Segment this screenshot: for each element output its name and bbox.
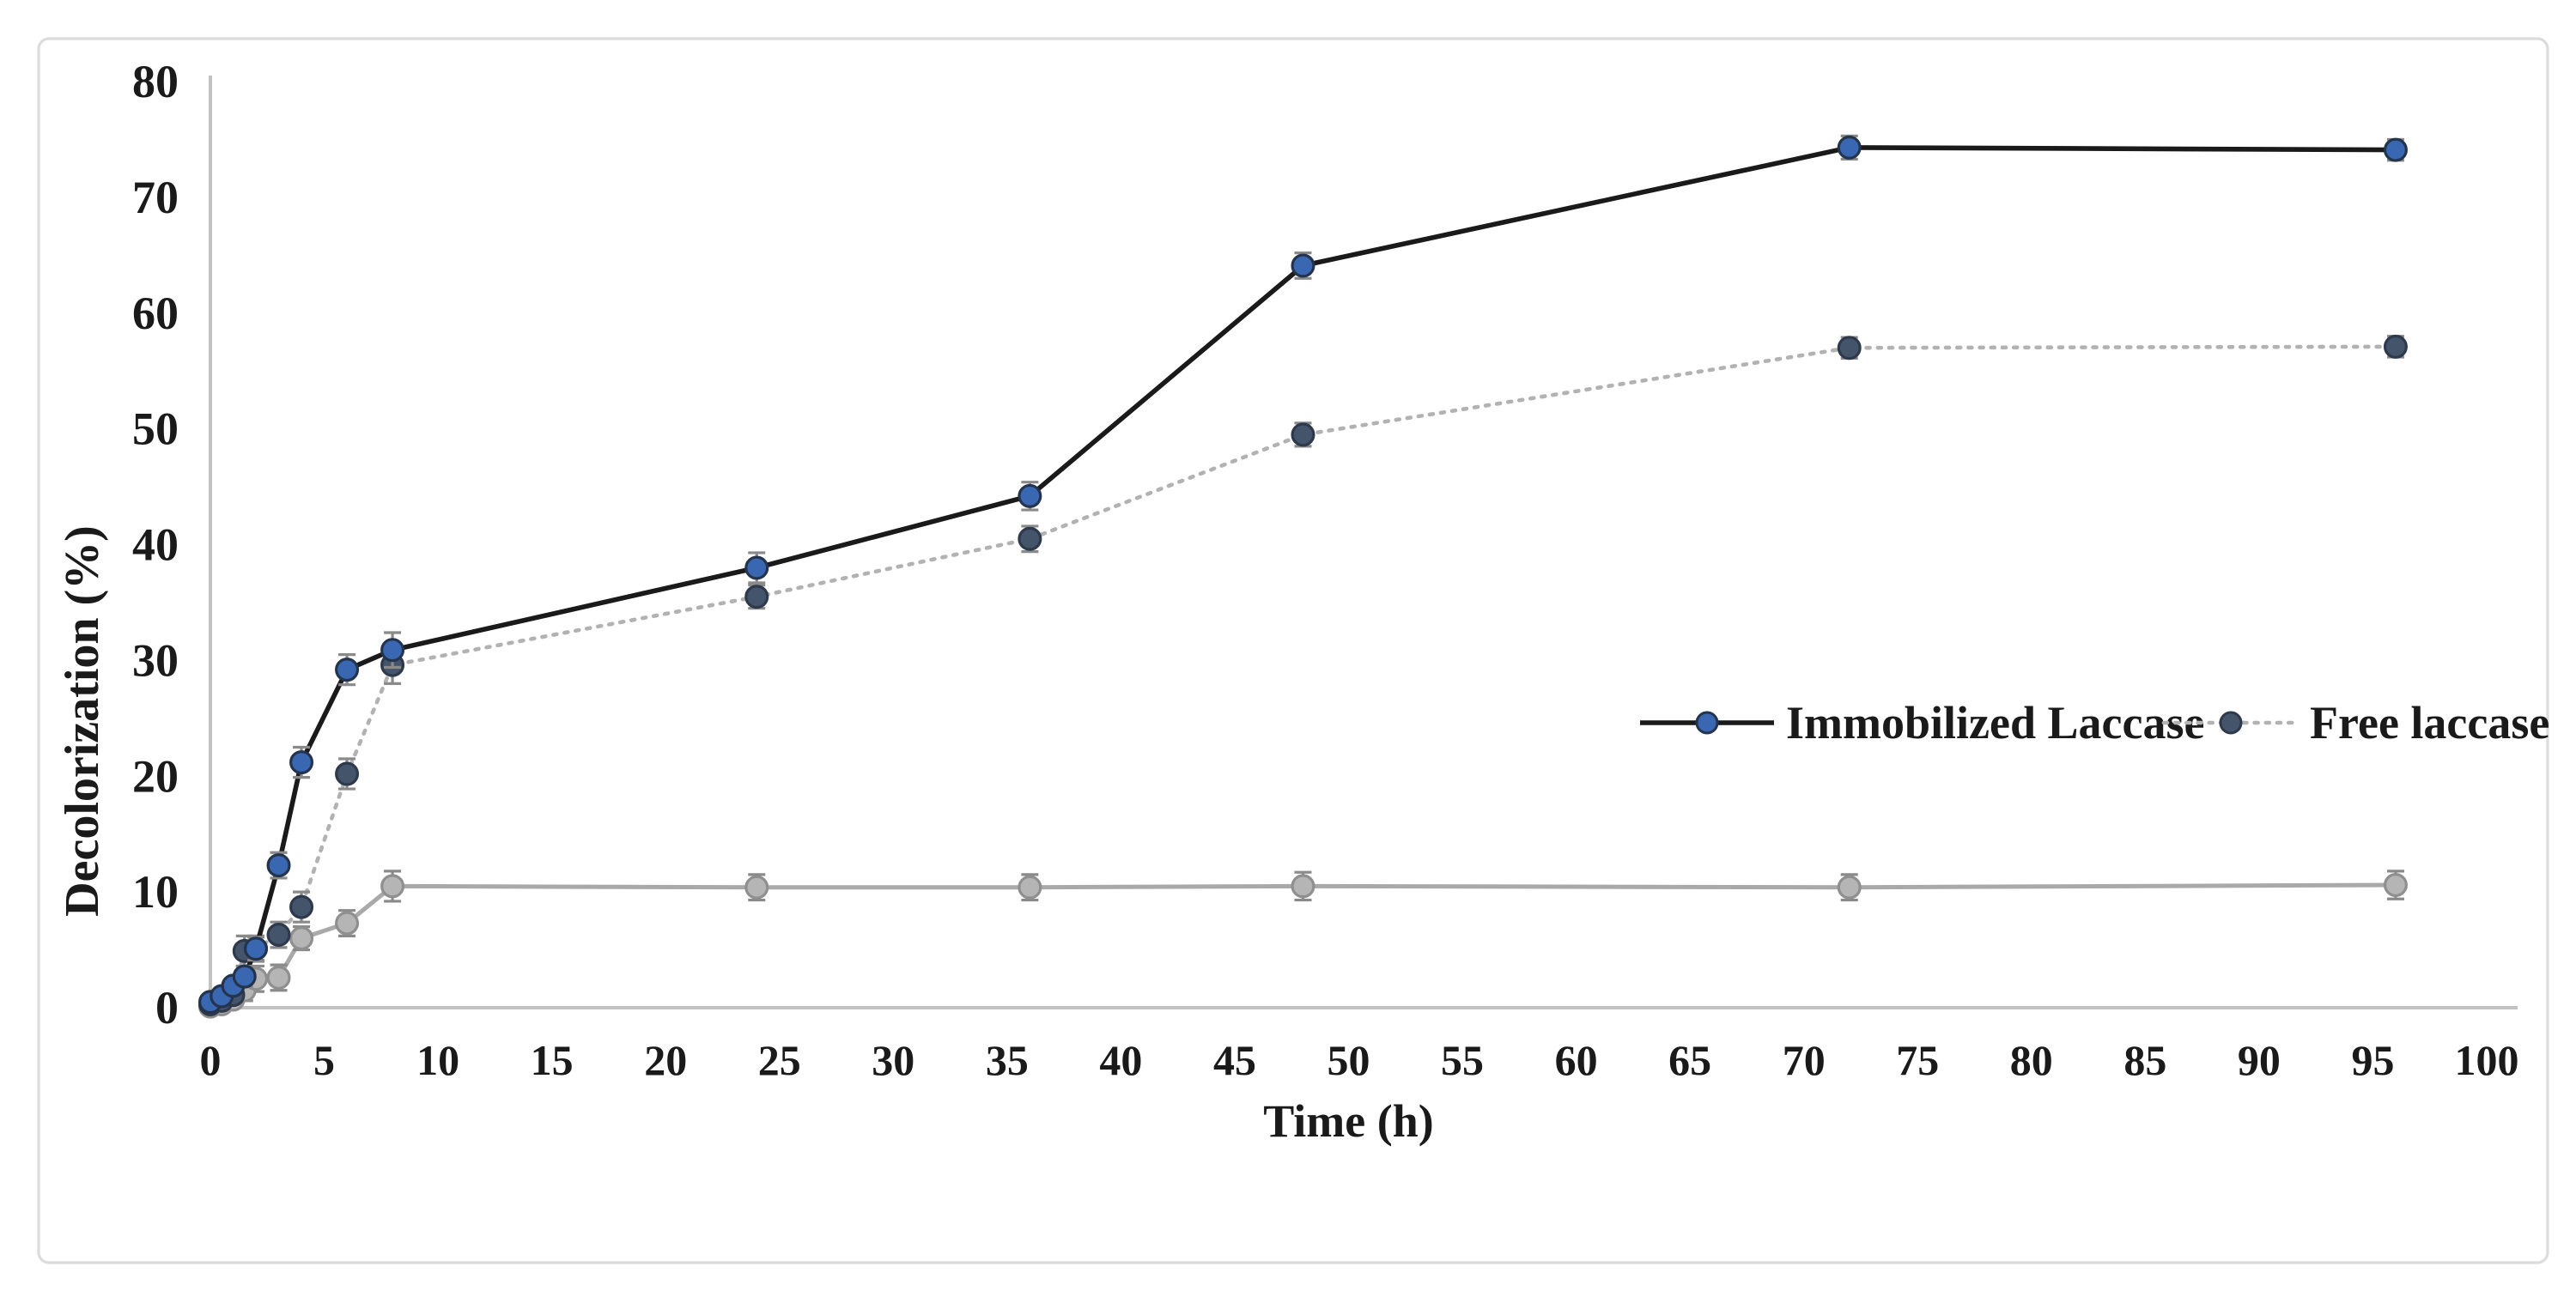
data-point-marker bbox=[2383, 334, 2408, 359]
x-tick-label: 95 bbox=[2351, 1036, 2394, 1084]
x-tick-label: 10 bbox=[416, 1036, 459, 1084]
data-point-marker bbox=[266, 965, 291, 990]
x-tick-label: 75 bbox=[1896, 1036, 1939, 1084]
x-tick-label: 45 bbox=[1213, 1036, 1256, 1084]
y-tick-label: 0 bbox=[155, 982, 179, 1033]
data-point-marker bbox=[1018, 526, 1042, 551]
data-point-marker bbox=[1018, 483, 1042, 508]
data-point-marker bbox=[1837, 135, 1862, 160]
data-point-marker bbox=[335, 911, 360, 936]
data-point-marker bbox=[266, 853, 291, 878]
data-point-marker bbox=[289, 926, 314, 951]
data-point-marker bbox=[1018, 875, 1042, 900]
data-point-marker bbox=[744, 585, 769, 609]
data-point-marker bbox=[335, 658, 360, 682]
data-point-marker bbox=[380, 874, 405, 899]
data-point-marker bbox=[1837, 336, 1862, 361]
figure-frame bbox=[37, 37, 2549, 1264]
y-tick-label: 40 bbox=[132, 519, 179, 571]
x-tick-label: 100 bbox=[2455, 1036, 2519, 1084]
data-point-marker bbox=[289, 750, 314, 775]
x-tick-label: 30 bbox=[872, 1036, 914, 1084]
x-tick-label: 50 bbox=[1327, 1036, 1370, 1084]
x-tick-label: 60 bbox=[1555, 1036, 1598, 1084]
data-point-marker bbox=[1291, 253, 1315, 278]
legend-sample-marker bbox=[1695, 711, 1719, 735]
x-tick-label: 20 bbox=[644, 1036, 687, 1084]
data-point-marker bbox=[266, 923, 291, 948]
data-point-marker bbox=[1291, 874, 1315, 899]
y-tick-label: 20 bbox=[132, 750, 179, 802]
legend-label: Immobilized Laccase bbox=[1786, 697, 2204, 749]
x-tick-label: 35 bbox=[986, 1036, 1029, 1084]
data-point-marker bbox=[380, 638, 405, 663]
y-tick-label: 60 bbox=[132, 288, 179, 339]
x-tick-label: 55 bbox=[1441, 1036, 1484, 1084]
data-point-marker bbox=[232, 964, 257, 989]
y-tick-label: 10 bbox=[132, 866, 179, 918]
x-tick-label: 65 bbox=[1668, 1036, 1711, 1084]
data-point-marker bbox=[2383, 137, 2408, 162]
x-tick-label: 70 bbox=[1783, 1036, 1826, 1084]
x-tick-label: 5 bbox=[313, 1036, 335, 1084]
x-tick-label: 80 bbox=[2010, 1036, 2053, 1084]
legend-sample-marker bbox=[2219, 711, 2243, 735]
y-tick-label: 80 bbox=[132, 56, 179, 107]
legend-label: Free laccase bbox=[2310, 697, 2549, 749]
y-tick-label: 70 bbox=[132, 172, 179, 223]
legend-item-immobilized-laccase: Immobilized Laccase bbox=[1640, 697, 2204, 749]
x-axis-title: Time (h) bbox=[1263, 1095, 1434, 1147]
data-point-marker bbox=[335, 761, 360, 786]
data-point-marker bbox=[744, 875, 769, 900]
data-point-marker bbox=[744, 555, 769, 580]
data-point-marker bbox=[2383, 873, 2408, 898]
series-immobilized-laccase bbox=[198, 134, 2408, 1015]
data-point-marker bbox=[289, 894, 314, 919]
legend-item-free-laccase: Free laccase bbox=[2161, 697, 2549, 749]
y-axis-title: Decolorization (%) bbox=[56, 525, 109, 917]
data-point-marker bbox=[1291, 422, 1315, 447]
x-tick-label: 15 bbox=[531, 1036, 574, 1084]
x-tick-label: 85 bbox=[2123, 1036, 2166, 1084]
data-point-marker bbox=[244, 936, 269, 961]
y-tick-label: 30 bbox=[132, 634, 179, 686]
x-tick-label: 25 bbox=[758, 1036, 801, 1084]
x-tick-label: 40 bbox=[1099, 1036, 1142, 1084]
data-point-marker bbox=[1837, 875, 1862, 900]
x-tick-label: 90 bbox=[2238, 1036, 2281, 1084]
x-tick-label: 0 bbox=[200, 1036, 222, 1084]
y-tick-label: 50 bbox=[132, 403, 179, 455]
